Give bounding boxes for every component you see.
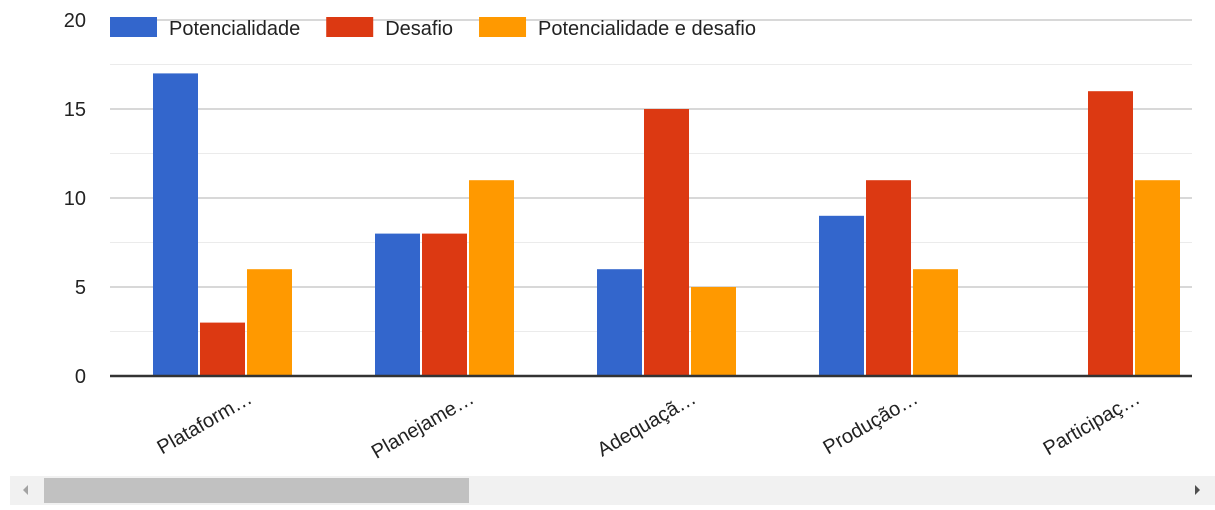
scroll-left-arrow-icon[interactable] (23, 485, 28, 495)
bar-potencialidade-e-desafio-2[interactable] (691, 287, 736, 376)
legend-label: Potencialidade e desafio (538, 18, 756, 40)
bar-potencialidade-e-desafio-1[interactable] (469, 180, 514, 376)
bar-desafio-1[interactable] (422, 233, 467, 376)
legend-swatch (479, 17, 527, 37)
legend-swatch (110, 17, 157, 37)
bar-desafio-3[interactable] (866, 180, 911, 376)
y-tick-label: 0 (75, 366, 86, 388)
y-tick-label: 10 (64, 188, 86, 210)
x-tick-label: Adequaçã… (594, 387, 700, 461)
bar-potencialidade-e-desafio-0[interactable] (247, 269, 292, 376)
bar-desafio-4[interactable] (1088, 91, 1133, 376)
y-tick-label: 5 (75, 277, 86, 299)
bar-potencialidade-2[interactable] (597, 269, 642, 376)
y-tick-label: 15 (64, 99, 86, 121)
legend: Potencialidade Desafio Potencialidade e de… (110, 17, 756, 40)
bar-potencialidade-e-desafio-4[interactable] (1135, 180, 1180, 376)
bars (153, 73, 1180, 377)
x-tick-label: Planejame… (368, 387, 478, 463)
bar-potencialidade-1[interactable] (375, 233, 420, 376)
bar-desafio-0[interactable] (200, 322, 245, 376)
scroll-thumb[interactable] (44, 478, 469, 503)
y-tick-labels: 0 5 10 15 20 (64, 10, 86, 388)
horizontal-scrollbar[interactable] (10, 476, 1215, 505)
legend-label: Potencialidade (169, 18, 300, 40)
legend-label: Desafio (385, 18, 453, 40)
x-tick-label: Produção… (820, 387, 922, 459)
x-tick-label: Plataform… (154, 387, 256, 459)
bar-desafio-2[interactable] (644, 109, 689, 376)
y-tick-label: 20 (64, 10, 86, 32)
scroll-right-arrow-icon[interactable] (1195, 485, 1200, 495)
legend-swatch (326, 17, 374, 37)
bar-potencialidade-0[interactable] (153, 73, 198, 377)
x-tick-labels: Plataform… Planejame… Adequaçã… Produção… Pa… (154, 387, 1144, 463)
bar-potencialidade-3[interactable] (819, 215, 864, 376)
bar-potencialidade-e-desafio-3[interactable] (913, 269, 958, 376)
x-tick-label: Participaç… (1040, 387, 1144, 460)
